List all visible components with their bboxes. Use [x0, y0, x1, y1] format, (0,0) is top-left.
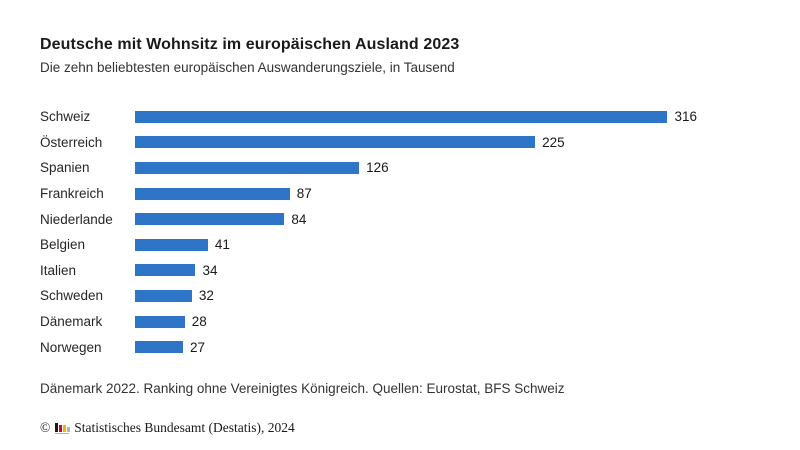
bar: [135, 161, 360, 174]
bar: [135, 238, 208, 251]
value-label: 41: [214, 237, 230, 253]
category-label: Dänemark: [40, 314, 103, 330]
bar-row: Schweden 32: [40, 283, 770, 309]
bar-track: 126: [135, 160, 697, 175]
bar-track: 225: [135, 135, 697, 150]
bar: [135, 213, 285, 226]
category-label: Niederlande: [40, 211, 113, 227]
category-label: Norwegen: [40, 339, 102, 355]
category-label: Schweden: [40, 288, 104, 304]
bar-row: Österreich 225: [40, 130, 770, 156]
bar: [135, 289, 192, 302]
bar-row: Norwegen 27: [40, 334, 770, 360]
copyright-text: Statistisches Bundesamt (Destatis), 2024: [74, 420, 295, 435]
bar: [135, 315, 185, 328]
bar: [135, 187, 290, 200]
bar-chart: Schweiz 316 Österreich 225 Spanien 126 Frankre…: [40, 104, 770, 360]
value-label: 34: [202, 262, 218, 278]
copyright-line: © Statistisches Bundesamt (Destatis), 20…: [40, 420, 295, 436]
bar: [135, 341, 183, 354]
destatis-logo-icon: [55, 422, 71, 434]
category-label: Spanien: [40, 160, 90, 176]
source-note: Dänemark 2022. Ranking ohne Vereinigtes …: [40, 381, 565, 396]
value-label: 316: [674, 109, 697, 125]
category-label: Österreich: [40, 134, 103, 150]
category-label: Frankreich: [40, 186, 104, 202]
bar: [135, 110, 668, 123]
bar-track: 34: [135, 263, 697, 278]
bar-track: 28: [135, 314, 697, 329]
value-label: 87: [296, 186, 312, 202]
bar: [135, 264, 196, 277]
bar-row: Italien 34: [40, 258, 770, 284]
bar-row: Niederlande 84: [40, 206, 770, 232]
copyright-symbol: ©: [40, 420, 51, 435]
bar-row: Spanien 126: [40, 155, 770, 181]
value-label: 28: [191, 314, 207, 330]
value-label: 27: [189, 339, 206, 355]
bar-track: 84: [135, 212, 697, 227]
category-label: Belgien: [40, 237, 86, 253]
bar-track: 316: [135, 109, 697, 124]
bar-row: Frankreich 87: [40, 181, 770, 207]
bar-track: 27: [135, 340, 697, 355]
bar-row: Schweiz 316: [40, 104, 770, 130]
value-label: 126: [366, 160, 389, 176]
bar-row: Belgien 41: [40, 232, 770, 258]
chart-title: Deutsche mit Wohnsitz im europäischen Au…: [40, 36, 460, 53]
bar: [135, 136, 536, 149]
bar-track: 87: [135, 186, 697, 201]
category-label: Italien: [40, 262, 77, 278]
bar-track: 41: [135, 237, 697, 252]
bar-track: 32: [135, 288, 697, 303]
chart-subtitle: Die zehn beliebtesten europäischen Auswa…: [40, 60, 455, 75]
bar-row: Dänemark 28: [40, 309, 770, 335]
value-label: 84: [291, 211, 307, 227]
value-label: 225: [542, 134, 565, 150]
category-label: Schweiz: [40, 109, 91, 125]
value-label: 32: [198, 288, 214, 304]
